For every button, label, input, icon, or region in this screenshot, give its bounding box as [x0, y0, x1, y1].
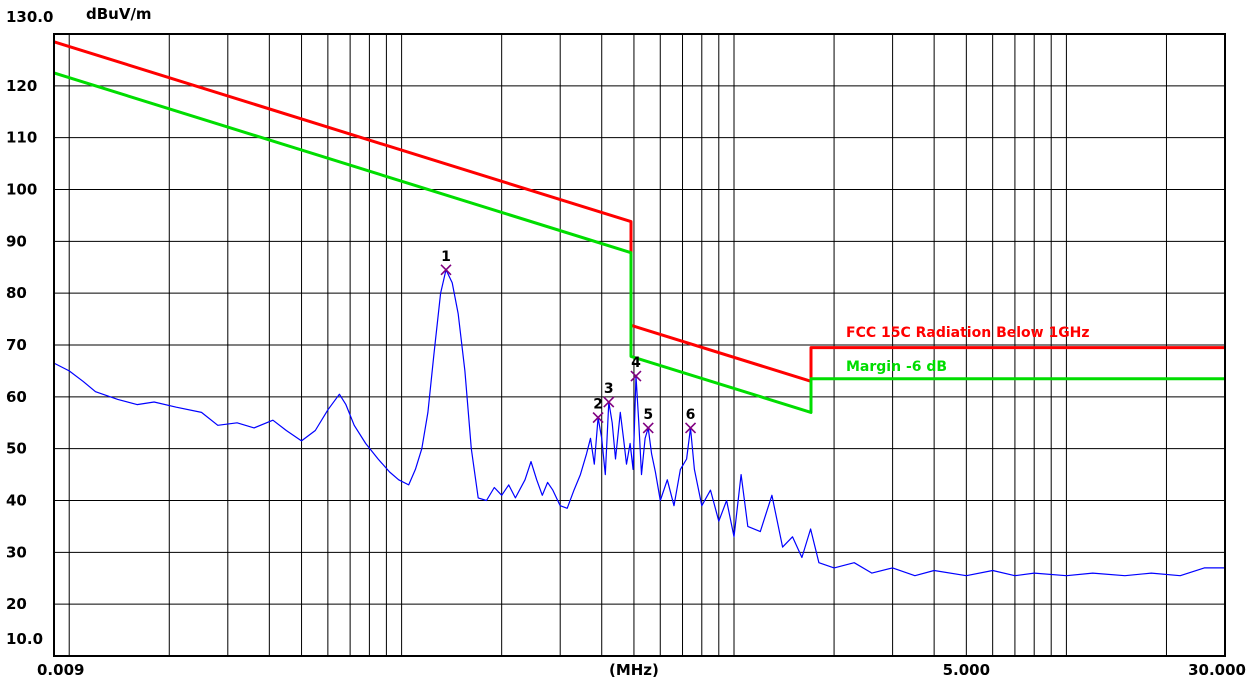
y-tick-label: 100	[6, 181, 37, 199]
marker-label: 1	[441, 249, 451, 265]
marker-cross	[592, 412, 604, 424]
marker-4: 4	[630, 355, 642, 382]
marker-label: 5	[643, 407, 653, 423]
x-tick-label: 30.000	[1188, 661, 1246, 679]
legend-fcc-limit: FCC 15C Radiation Below 1GHz	[846, 325, 1090, 341]
marker-cross	[630, 370, 642, 382]
legend-margin: Margin -6 dB	[846, 359, 947, 375]
series-lines	[53, 40, 1225, 577]
y-tick-label: 60	[6, 388, 27, 406]
y-tick-label: 30	[6, 543, 27, 561]
marker-5: 5	[642, 407, 654, 434]
grid	[54, 34, 1225, 656]
plot-frame	[53, 33, 1226, 657]
y-tick-label: 80	[6, 284, 27, 302]
x-tick-label: 0.009	[37, 661, 84, 679]
marker-cross	[440, 264, 452, 276]
marker-2: 2	[592, 397, 604, 424]
marker-3: 3	[603, 381, 615, 408]
marker-1: 1	[440, 249, 452, 276]
y-tick-label: 70	[6, 336, 27, 354]
x-tick-label: 5.000	[943, 661, 990, 679]
y-tick-label: 40	[6, 492, 27, 510]
axis-labels: 130.0 120 110 100 90 80 70 60 50 40 30 20 10.0 0.009 (…	[6, 8, 1246, 679]
measured-trace	[53, 269, 1225, 577]
marker-label: 4	[631, 355, 641, 371]
marker-cross	[603, 396, 615, 408]
marker-cross	[642, 422, 654, 434]
y-tick-label: 10.0	[6, 630, 43, 648]
marker-label: 2	[593, 397, 603, 413]
y-tick-label: 50	[6, 440, 27, 458]
y-tick-label: 20	[6, 595, 27, 613]
marker-label: 6	[686, 407, 696, 423]
limit-line	[53, 40, 1225, 383]
y-axis-label: dBuV/m	[86, 5, 152, 23]
marker-cross	[684, 422, 697, 434]
y-tick-label: 120	[6, 77, 37, 95]
y-tick-label: 90	[6, 232, 27, 250]
marker-6: 6	[684, 407, 697, 434]
y-tick-label: 110	[6, 129, 37, 147]
margin-line	[53, 71, 1225, 414]
x-axis-label: (MHz)	[609, 661, 659, 679]
marker-label: 3	[604, 381, 614, 397]
y-tick-label: 130.0	[6, 8, 53, 26]
